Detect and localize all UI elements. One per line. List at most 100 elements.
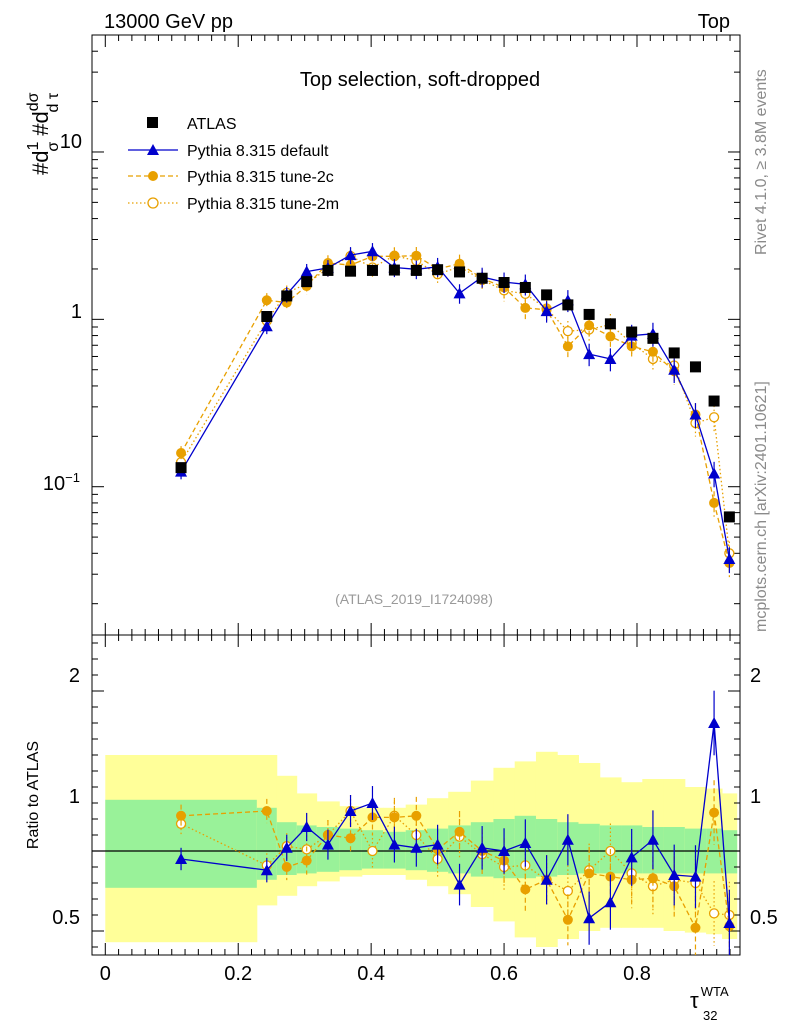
data-point xyxy=(344,249,357,261)
ratio-y-tick-2-right: 2 xyxy=(750,665,761,687)
x-axis-title-sub: 32 xyxy=(703,1008,717,1023)
ratio-point xyxy=(280,841,293,853)
data-point xyxy=(708,412,720,423)
ratio-point xyxy=(366,797,379,808)
legend-marker-atlas xyxy=(147,117,158,128)
atlas-data-point xyxy=(668,347,680,359)
data-point xyxy=(605,331,616,342)
ratio-point xyxy=(689,870,702,882)
ratio-point xyxy=(281,862,292,872)
ratio-point xyxy=(646,833,659,845)
data-point xyxy=(584,320,595,331)
atlas-data-point xyxy=(454,266,466,278)
ratio-point xyxy=(344,805,357,816)
axis-ticks xyxy=(92,34,740,955)
data-point xyxy=(176,448,187,459)
data-point xyxy=(562,341,573,352)
atlas-data-point xyxy=(261,310,273,322)
main-y-tick-labels: 10 1 10−1 xyxy=(43,131,82,495)
atlas-data-point xyxy=(723,511,735,523)
data-point xyxy=(261,295,272,306)
atlas-data-point xyxy=(345,265,357,277)
y-axis-title-frac1: 1 xyxy=(25,142,42,151)
x-axis-title-sup: WTA xyxy=(701,984,729,999)
mcplots-label: mcplots.cern.ch [arXiv:2401.10621] xyxy=(753,381,770,632)
atlas-data-point xyxy=(476,272,488,284)
atlas-data-point xyxy=(541,289,553,301)
ratio-point xyxy=(345,833,356,844)
atlas-data-point xyxy=(519,281,531,293)
ratio-point xyxy=(668,869,681,880)
ratio-point xyxy=(498,845,511,856)
ratio-y-tick-1-left: 1 xyxy=(69,786,80,808)
ratio-point xyxy=(261,806,272,816)
ratio-point xyxy=(388,838,401,850)
x-tick-label-0p6: 0.6 xyxy=(490,963,518,985)
atlas-data-point xyxy=(604,318,616,330)
atlas-data-point xyxy=(322,264,334,276)
legend-marker-default xyxy=(147,144,159,155)
y-axis-title-d2: #d xyxy=(28,111,53,135)
ratio-y-tick-labels: 2 1 0.5 2 1 0.5 xyxy=(52,665,778,929)
atlas-data-point xyxy=(708,395,720,407)
ratio-point xyxy=(431,838,444,850)
band-inner-bin xyxy=(722,830,738,874)
ratio-point xyxy=(583,912,596,924)
data-point xyxy=(562,326,574,337)
y-tick-label-10: 10 xyxy=(60,131,82,153)
atlas-data-point xyxy=(626,326,638,338)
ratio-point xyxy=(519,837,532,848)
data-point xyxy=(260,320,273,332)
atlas-data-point xyxy=(388,264,400,276)
y-axis-title-sigma: σ xyxy=(45,142,62,152)
data-point xyxy=(520,302,531,313)
rivet-label: Rivet 4.1.0, ≥ 3.8M events xyxy=(753,69,770,255)
legend-label-atlas: ATLAS xyxy=(187,116,237,133)
ratio-point xyxy=(321,838,334,850)
atlas-data-point xyxy=(366,264,378,276)
data-point xyxy=(540,305,553,317)
ratio-point xyxy=(708,908,720,919)
ratio-point xyxy=(709,807,720,818)
ratio-point xyxy=(176,810,187,821)
atlas-data-point xyxy=(281,290,293,302)
atlas-data-point xyxy=(498,277,510,289)
y-tick-label-0p1-exp: −1 xyxy=(65,470,80,485)
x-tick-label-0p4: 0.4 xyxy=(357,963,385,985)
atlas-data-point xyxy=(583,308,595,320)
data-point xyxy=(723,552,736,564)
data-point xyxy=(300,265,313,277)
legend: ATLAS Pythia 8.315 default Pythia 8.315 … xyxy=(128,116,339,213)
analysis-id: (ATLAS_2019_I1724098) xyxy=(335,591,493,607)
x-tick-label-0p8: 0.8 xyxy=(623,963,651,985)
ratio-point xyxy=(562,914,573,925)
y-axis-title: #d1 σ#ddσ d τ xyxy=(25,92,62,175)
ratio-point xyxy=(301,855,312,866)
ratio-point xyxy=(453,878,466,890)
ratio-plot-series xyxy=(175,690,736,955)
ratio-point xyxy=(260,864,273,876)
ratio-y-tick-1-right: 1 xyxy=(750,786,761,808)
legend-label-tune2c: Pythia 8.315 tune-2c xyxy=(187,169,334,186)
chart-title: Top selection, soft-dropped xyxy=(300,69,540,91)
data-point xyxy=(454,258,465,269)
x-axis-title: τ WTA 32 xyxy=(690,984,729,1023)
band-inner-bin xyxy=(535,819,558,877)
band-inner-bin xyxy=(256,807,278,880)
ratio-point xyxy=(454,826,465,837)
x-tick-label-0: 0 xyxy=(100,963,111,985)
y-tick-label-1: 1 xyxy=(71,301,82,323)
ratio-point xyxy=(708,717,721,728)
y-axis-title-text: #d1 σ#ddσ d τ xyxy=(25,92,62,175)
data-point xyxy=(389,251,400,262)
ratio-point xyxy=(647,873,658,884)
data-point xyxy=(583,348,596,360)
data-point xyxy=(453,287,466,299)
ratio-point xyxy=(625,851,638,863)
y-tick-label-0p1: 10−1 xyxy=(43,470,80,495)
ratio-series-line xyxy=(181,722,731,924)
atlas-data-point xyxy=(647,332,659,344)
legend-label-tune2m: Pythia 8.315 tune-2m xyxy=(187,196,339,213)
ratio-y-tick-0p5-right: 0.5 xyxy=(750,907,778,929)
